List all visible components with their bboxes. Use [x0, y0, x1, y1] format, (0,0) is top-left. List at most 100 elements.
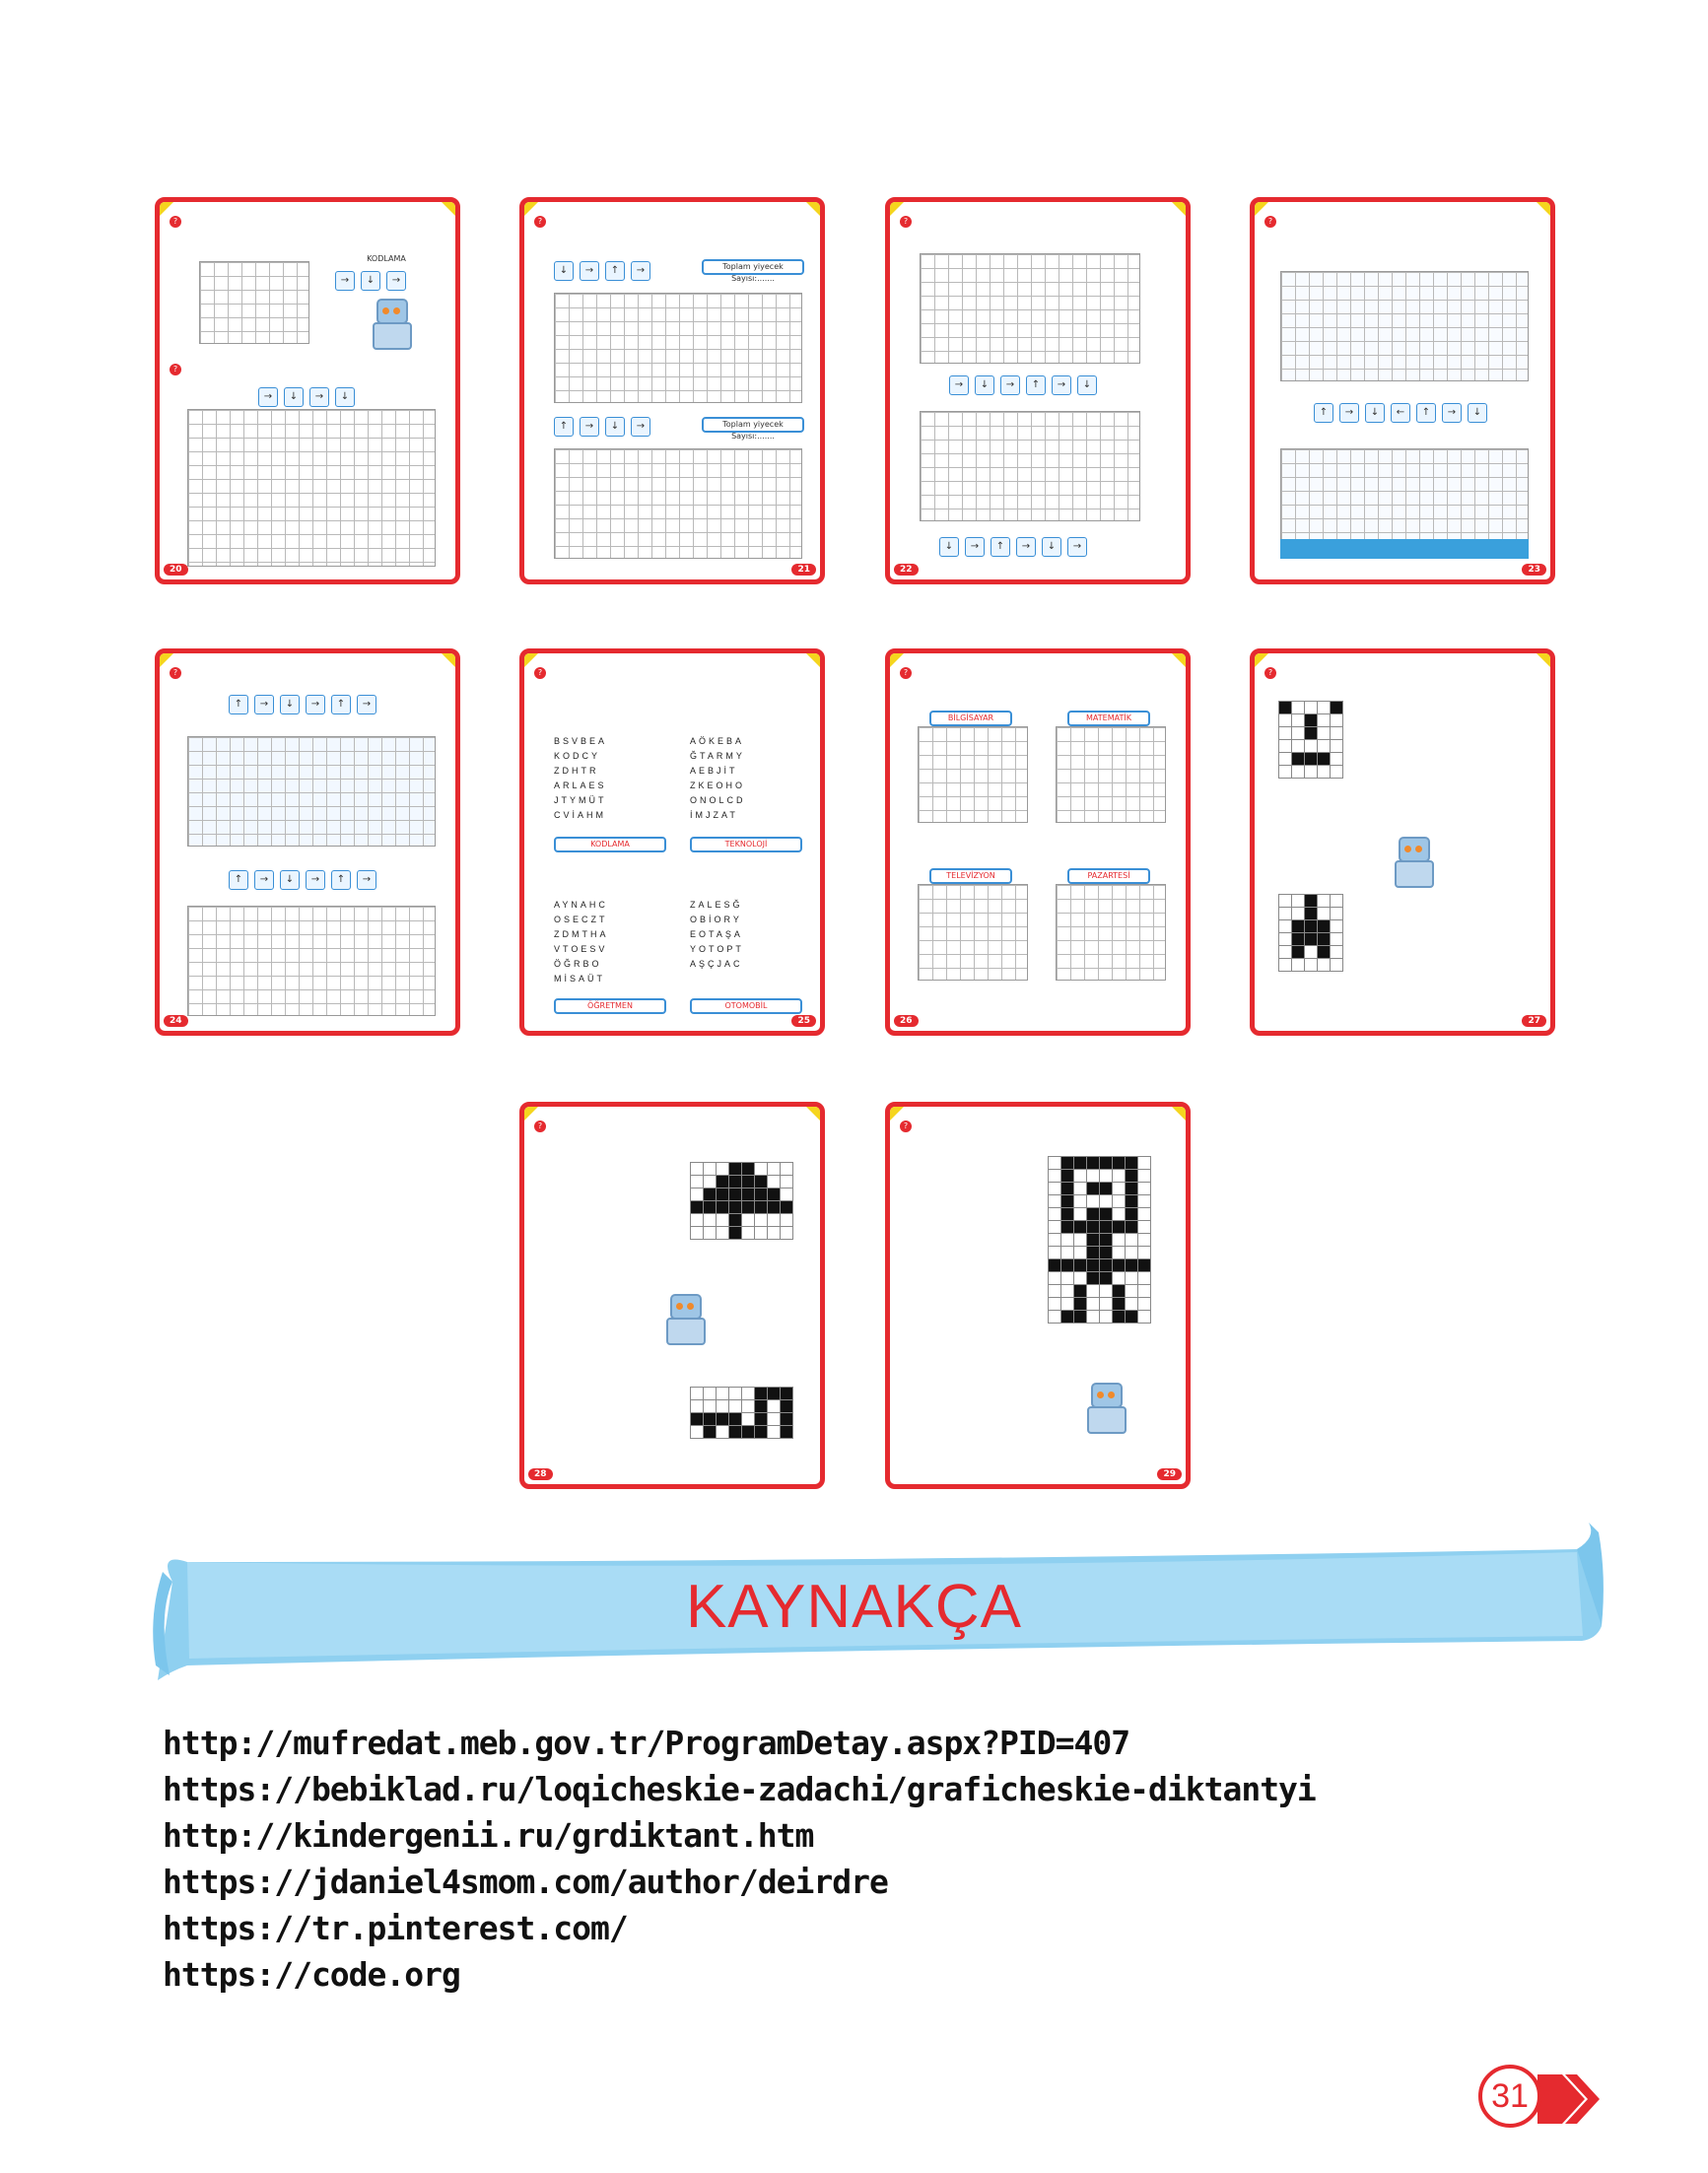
page-number-badge: 31 [1478, 2065, 1606, 2134]
corner-decoration [160, 653, 175, 669]
syllable-grid [1056, 726, 1166, 823]
corner-decoration [160, 202, 175, 218]
page-number-badge: 20 [164, 564, 188, 576]
robot-image [662, 1294, 706, 1349]
page-number: 31 [1478, 2065, 1541, 2128]
reference-link[interactable]: https://jdaniel4smom.com/author/deirdre [163, 1863, 889, 1901]
total-food-label: Toplam yiyecek Sayısı:....... [702, 259, 804, 283]
robot-image [1083, 1383, 1127, 1438]
corner-decoration [1535, 202, 1550, 218]
page-number-badge: 25 [791, 1015, 816, 1027]
corner-decoration [440, 202, 455, 218]
corner-decoration [1170, 202, 1186, 218]
page-number-badge: 21 [791, 564, 816, 576]
total-food-label: Toplam yiyecek Sayısı:....... [702, 417, 804, 441]
corner-decoration [440, 653, 455, 669]
corner-decoration [1170, 653, 1186, 669]
page-number-badge: 22 [894, 564, 919, 576]
word-box-title: MATEMATİK [1067, 711, 1150, 726]
code-arrows: ↑ → ↓ → ↑ → [229, 695, 376, 714]
syllable-grid [918, 884, 1028, 981]
reference-link[interactable]: http://kindergenii.ru/grdiktant.htm [163, 1816, 814, 1855]
syllable-grid [1056, 884, 1166, 981]
question-icon: ? [900, 667, 912, 679]
page-number-badge: 24 [164, 1015, 188, 1027]
code-arrows: → ↓ → ↑ → ↓ [949, 375, 1097, 395]
water-waves [1280, 539, 1529, 559]
question-icon: ? [1264, 216, 1276, 228]
pixel-art-grid [1048, 1156, 1151, 1324]
corner-decoration [890, 653, 906, 669]
word-box-title: BİLGİSAYAR [929, 711, 1012, 726]
question-icon: ? [170, 667, 181, 679]
corner-decoration [1170, 1107, 1186, 1122]
corner-decoration [524, 1107, 540, 1122]
thumbnail-page-26: ? BİLGİSAYAR MATEMATİK TELEVİZYON PAZART… [885, 648, 1191, 1036]
thumbnail-page-20: ? KODLAMA → ↓ → ? → ↓ → ↓ 20 [155, 197, 460, 584]
code-arrows: → ↓ → ↓ [258, 387, 355, 407]
question-icon: ? [534, 216, 546, 228]
word-search-grid: BSVBEA KODCY ZDHTR ARLAES JTYMÜT CVİAHM [554, 736, 608, 820]
word-search-grid: AÖKEBA ĞTARMY AEBJİT ZKEOHO ONOLCD İMJZAT [690, 736, 746, 820]
reference-link[interactable]: https://bebiklad.ru/loqicheskie-zadachi/… [163, 1770, 1317, 1808]
coding-grid [187, 409, 436, 567]
pixel-art-grid [1278, 701, 1343, 779]
reference-list: http://mufredat.meb.gov.tr/ProgramDetay.… [163, 1720, 1317, 1998]
thumbnail-page-29: ? 29 [885, 1102, 1191, 1489]
reference-link[interactable]: http://mufredat.meb.gov.tr/ProgramDetay.… [163, 1724, 1130, 1762]
coding-grid [920, 411, 1140, 521]
chevron-arrows-icon [1537, 2074, 1600, 2124]
question-icon: ? [900, 216, 912, 228]
coding-grid [554, 448, 802, 559]
question-icon: ? [1264, 667, 1276, 679]
coding-grid [920, 253, 1140, 364]
syllable-grid [918, 726, 1028, 823]
code-arrows: ↑ → ↓ ← ↑ → ↓ [1314, 403, 1487, 423]
corner-decoration [1255, 653, 1270, 669]
code-arrows: ↑ → ↓ → [554, 417, 650, 437]
pixel-art-grid [1278, 894, 1343, 972]
corner-decoration [890, 1107, 906, 1122]
coding-grid [1280, 271, 1529, 381]
question-icon: ? [534, 1120, 546, 1132]
page-number-badge: 23 [1522, 564, 1546, 576]
answer-label: OTOMOBİL [690, 998, 802, 1014]
corner-decoration [1535, 653, 1550, 669]
question-icon: ? [170, 216, 181, 228]
reference-link[interactable]: https://code.org [163, 1955, 461, 1994]
page-number-badge: 28 [528, 1468, 553, 1480]
coding-grid [554, 293, 802, 403]
page-number-badge: 26 [894, 1015, 919, 1027]
answer-label: ÖĞRETMEN [554, 998, 666, 1014]
pixel-art-grid [690, 1162, 793, 1240]
page-number-badge: 29 [1157, 1468, 1182, 1480]
code-arrows: → ↓ → [335, 271, 406, 291]
code-arrows: ↓ → ↑ → ↓ → [939, 537, 1087, 557]
robot-image [1391, 837, 1434, 892]
coding-grid [187, 906, 436, 1016]
page-title: KAYNAKÇA [685, 1573, 1023, 1641]
corner-decoration [804, 1107, 820, 1122]
question-icon: ? [534, 667, 546, 679]
answer-label: TEKNOLOJİ [690, 837, 802, 852]
code-arrows: ↑ → ↓ → ↑ → [229, 870, 376, 890]
coding-grid [199, 261, 309, 344]
question-icon: ? [170, 364, 181, 375]
corner-decoration [1255, 202, 1270, 218]
answer-label: KODLAMA [554, 837, 666, 852]
corner-decoration [804, 202, 820, 218]
corner-decoration [804, 653, 820, 669]
corner-decoration [524, 202, 540, 218]
pixel-art-grid [690, 1387, 793, 1439]
robot-image [369, 299, 412, 354]
thumbnail-page-27: ? 27 [1250, 648, 1555, 1036]
reference-link[interactable]: https://tr.pinterest.com/ [163, 1909, 629, 1947]
word-box-title: PAZARTESİ [1067, 868, 1150, 884]
corner-decoration [890, 202, 906, 218]
word-box-title: TELEVİZYON [929, 868, 1012, 884]
page-number-badge: 27 [1522, 1015, 1546, 1027]
thumbnail-page-22: ? → ↓ → ↑ → ↓ ↓ → ↑ → ↓ → 22 [885, 197, 1191, 584]
word-search-grid: ZALESĞ OBİORY EOTAŞA YOTOPT AŞÇJAC [690, 900, 744, 969]
code-arrows: ↓ → ↑ → [554, 261, 650, 281]
thumbnail-page-28: ? 28 [519, 1102, 825, 1489]
